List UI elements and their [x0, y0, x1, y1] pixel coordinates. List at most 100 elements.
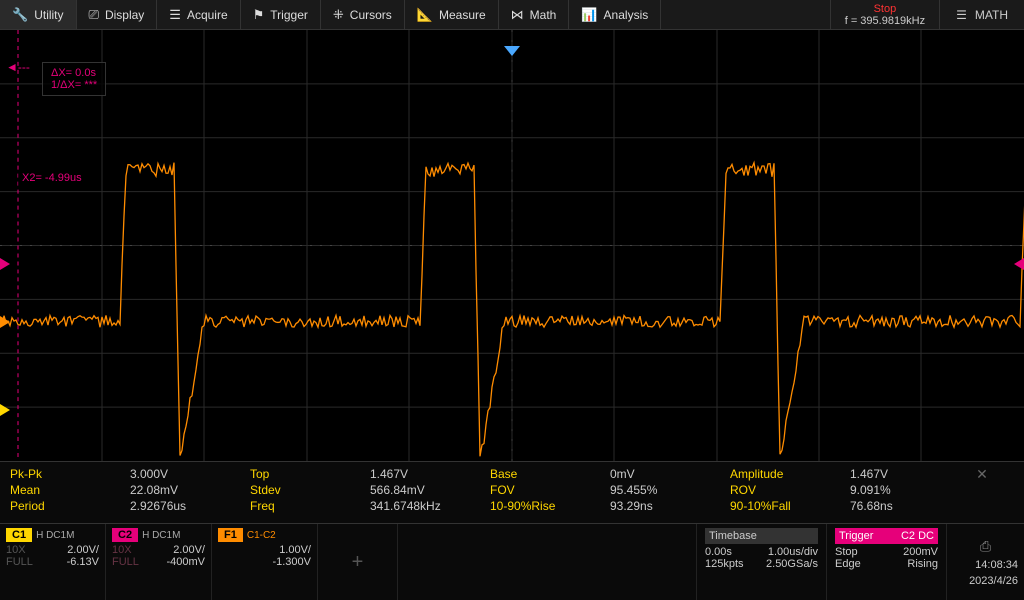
meas-value: 341.6748kHz [370, 498, 490, 514]
f1-vdiv: 1.00V/ [279, 544, 311, 556]
menu-measure-label: Measure [439, 8, 486, 22]
meas-label: 90-10%Fall [730, 498, 850, 514]
cursors-icon: ⁜ [333, 7, 344, 23]
status-box: Stop f = 395.9819kHz [830, 0, 940, 29]
c2-bw: FULL [112, 556, 139, 568]
cursor-invdx: 1/ΔX= *** [51, 79, 97, 91]
menu-math[interactable]: ⋈ Math [499, 0, 570, 29]
f1-ground-marker[interactable] [0, 316, 10, 328]
meas-label: 10-90%Rise [490, 498, 610, 514]
c2-badge: C2 [112, 528, 138, 542]
menu-acquire[interactable]: ☰ Acquire [157, 0, 240, 29]
f1-formula: C1-C2 [247, 530, 276, 541]
channel-f1-box[interactable]: F1 C1-C2 1.00V/ -1.300V [212, 524, 318, 600]
meas-label: Base [490, 466, 610, 482]
c2-vdiv: 2.00V/ [173, 544, 205, 556]
trigger-title: Trigger [839, 530, 873, 542]
top-menubar: 🔧Utility ⎚Display ☰ Acquire ⚑ Trigger ⁜ Cur… [0, 0, 1024, 30]
meas-value: 76.68ns [850, 498, 970, 514]
meas-label: ROV [730, 482, 850, 498]
meas-label: Stdev [250, 482, 370, 498]
cursor-x2-label: X2= -4.99us [18, 170, 86, 186]
menu-acquire-label: Acquire [187, 8, 228, 22]
ch2-ground-marker[interactable] [0, 258, 10, 270]
ch1-ground-marker[interactable] [0, 404, 10, 416]
measure-icon: 📐 [417, 7, 433, 23]
menu-analysis-label: Analysis [604, 8, 649, 22]
channel-c1-box[interactable]: C1 H DC1M 10X 2.00V/ FULL -6.13V [0, 524, 106, 600]
math-icon: ⋈ [511, 7, 524, 23]
mode-indicator[interactable]: ☰ MATH [940, 0, 1024, 29]
bottom-bar: C1 H DC1M 10X 2.00V/ FULL -6.13V C2 H DC1M 1… [0, 524, 1024, 600]
c1-coupling: H DC1M [36, 530, 74, 541]
trigger-position-marker[interactable] [504, 46, 520, 56]
network-icon: ⎙ [953, 538, 1018, 555]
meas-label: Pk-Pk [10, 466, 130, 482]
trigger-mode: Stop [835, 546, 858, 558]
waveform-svg [0, 30, 1024, 461]
meas-label: Amplitude [730, 466, 850, 482]
menu-utility[interactable]: 🔧Utility [0, 0, 77, 29]
f1-offset: -1.300V [272, 556, 311, 568]
cursor-readout: ΔX= 0.0s 1/ΔX= *** [42, 62, 106, 96]
clock-time: 14:08:34 [953, 559, 1018, 571]
clock-box: ⎙ 14:08:34 2023/4/26 [946, 524, 1024, 600]
menu-trigger-label: Trigger [270, 8, 308, 22]
timebase-delay: 0.00s [705, 546, 732, 558]
timebase-tdiv: 1.00us/div [768, 546, 818, 558]
meas-value: 1.467V [370, 466, 490, 482]
cursor-arrow-icon: ◄--- [6, 60, 30, 74]
measurements-close-button[interactable]: ✕ [970, 466, 994, 519]
wrench-icon: 🔧 [12, 7, 28, 23]
status-state: Stop [874, 3, 897, 15]
menu-trigger[interactable]: ⚑ Trigger [241, 0, 321, 29]
trigger-box[interactable]: TriggerC2 DC Stop200mV EdgeRising [826, 524, 946, 600]
menu-display[interactable]: ⎚Display [77, 0, 158, 29]
c1-vdiv: 2.00V/ [67, 544, 99, 556]
trigger-slope: Rising [907, 558, 938, 570]
trigger-level-marker[interactable] [1014, 258, 1024, 270]
timebase-rate: 2.50GSa/s [766, 558, 818, 570]
meas-label: Top [250, 466, 370, 482]
acquire-icon: ☰ [169, 7, 181, 23]
timebase-pts: 125kpts [705, 558, 744, 570]
meas-value: 95.455% [610, 482, 730, 498]
menu-cursors-label: Cursors [350, 8, 392, 22]
meas-value: 0mV [610, 466, 730, 482]
timebase-box[interactable]: Timebase 0.00s 1.00us/div 125kpts 2.50GSa/… [696, 524, 826, 600]
c1-bw: FULL [6, 556, 33, 568]
f1-badge: F1 [218, 528, 243, 542]
display-icon: ⎚ [89, 7, 99, 23]
menu-analysis[interactable]: 📊Analysis [569, 0, 661, 29]
meas-label: Period [10, 498, 130, 514]
meas-value: 2.92676us [130, 498, 250, 514]
meas-label: Freq [250, 498, 370, 514]
meas-value: 22.08mV [130, 482, 250, 498]
timebase-title: Timebase [705, 528, 818, 544]
c2-coupling: H DC1M [142, 530, 180, 541]
meas-label: FOV [490, 482, 610, 498]
meas-value: 1.467V [850, 466, 970, 482]
cursor-dx: ΔX= 0.0s [51, 67, 97, 79]
channel-c2-box[interactable]: C2 H DC1M 10X 2.00V/ FULL -400mV [106, 524, 212, 600]
flag-icon: ⚑ [253, 7, 265, 23]
c2-probe: 10X [112, 544, 132, 556]
meas-label: Mean [10, 482, 130, 498]
waveform-area[interactable]: ◄--- ΔX= 0.0s 1/ΔX= *** X2= -4.99us [0, 30, 1024, 462]
trigger-type: Edge [835, 558, 861, 570]
trigger-src: C2 DC [901, 530, 934, 542]
menu-measure[interactable]: 📐 Measure [405, 0, 499, 29]
measurements-panel: Pk-Pk Mean Period 3.000V 22.08mV 2.92676… [0, 462, 1024, 524]
menu-math-label: Math [530, 8, 557, 22]
meas-value: 3.000V [130, 466, 250, 482]
c1-probe: 10X [6, 544, 26, 556]
meas-value: 566.84mV [370, 482, 490, 498]
crosshair-preview: + [318, 524, 398, 600]
c2-offset: -400mV [166, 556, 205, 568]
menu-cursors[interactable]: ⁜ Cursors [321, 0, 405, 29]
c1-offset: -6.13V [67, 556, 99, 568]
meas-value: 9.091% [850, 482, 970, 498]
status-freq: f = 395.9819kHz [845, 15, 925, 27]
c1-badge: C1 [6, 528, 32, 542]
clock-date: 2023/4/26 [953, 575, 1018, 587]
